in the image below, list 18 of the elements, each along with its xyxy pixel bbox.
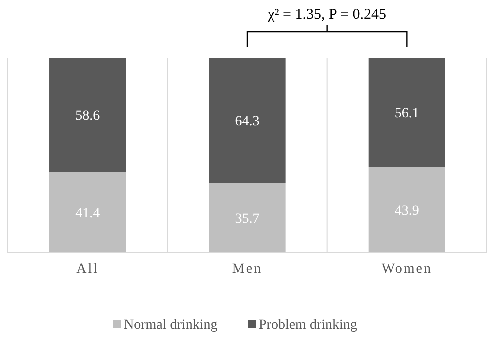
- legend-label: Problem drinking: [259, 318, 358, 333]
- legend-label: Normal drinking: [124, 318, 218, 333]
- data-label: 41.4: [76, 206, 100, 222]
- x-tick-label: All: [76, 262, 100, 277]
- x-tick-label: Women: [382, 262, 433, 277]
- data-label: 64.3: [235, 114, 260, 130]
- x-tick-label: Men: [232, 262, 263, 277]
- data-label: 58.6: [76, 109, 100, 124]
- bar: [50, 58, 126, 172]
- data-label: 35.7: [235, 212, 260, 228]
- data-label: 43.9: [394, 204, 420, 220]
- bar: [209, 183, 286, 253]
- bar: [368, 58, 446, 168]
- bar: [368, 167, 446, 253]
- bar: [50, 172, 126, 253]
- data-label: 56.1: [394, 106, 420, 122]
- text: χ² = 1.35, P = 0.245: [267, 7, 387, 23]
- bar: [209, 58, 286, 184]
